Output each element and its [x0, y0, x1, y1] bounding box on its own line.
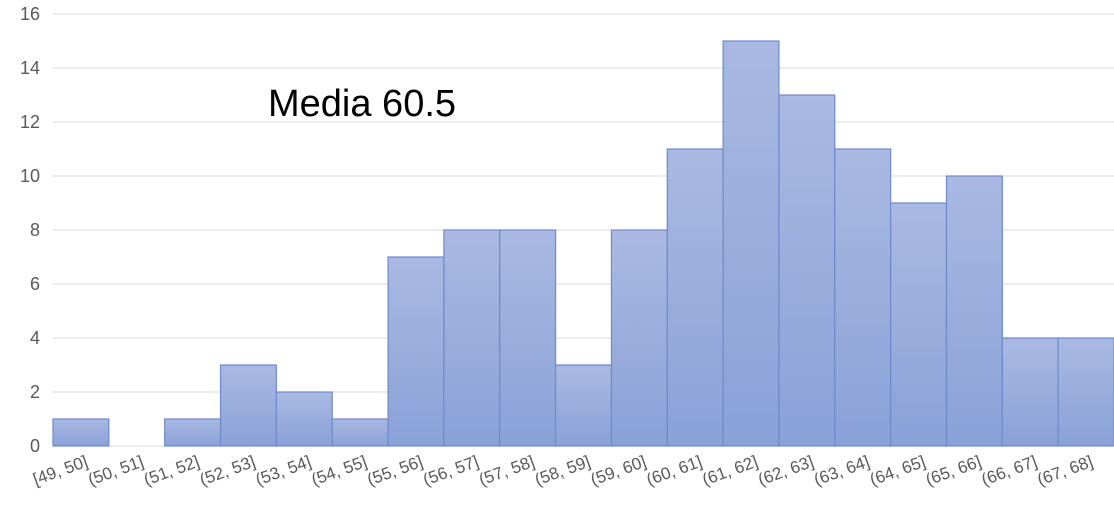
x-tick-label: (53, 54] [253, 452, 314, 490]
x-tick-label: (54, 55] [309, 452, 370, 490]
histogram-bar [890, 202, 948, 447]
y-tick-label: 8 [30, 220, 40, 240]
histogram-bar [275, 391, 333, 447]
x-tick-label: (67, 68] [1035, 452, 1096, 490]
y-tick-label: 0 [30, 436, 40, 456]
histogram-bar [443, 229, 501, 447]
x-tick-label: (55, 56] [365, 452, 426, 490]
y-tick-label: 4 [30, 328, 40, 348]
histogram-bar [554, 364, 613, 447]
histogram-bar [610, 229, 668, 447]
x-tick-label: (65, 66] [923, 452, 984, 490]
x-tick-label: (56, 57] [421, 452, 482, 490]
x-tick-label: (62, 63] [756, 452, 817, 490]
x-tick-label: (58, 59] [532, 452, 593, 490]
histogram-bar [219, 364, 277, 447]
mean-annotation: Media 60.5 [268, 83, 456, 125]
histogram-bar [778, 94, 836, 447]
histogram-bar [499, 229, 557, 447]
x-tick-label: (60, 61] [644, 452, 705, 490]
x-tick-label: (52, 53] [197, 452, 258, 490]
histogram-bar [387, 256, 445, 447]
y-tick-label: 14 [20, 58, 40, 78]
x-tick-label: (66, 67] [979, 452, 1040, 490]
y-tick-label: 16 [20, 4, 40, 24]
bars [52, 40, 1114, 447]
x-tick-label: (63, 64] [811, 452, 872, 490]
histogram-bar [666, 148, 724, 447]
x-tick-label: (50, 51] [85, 452, 146, 490]
y-tick-label: 6 [30, 274, 40, 294]
histogram-bar [164, 418, 222, 447]
x-tick-label: (51, 52] [141, 452, 202, 490]
histogram-bar [1001, 337, 1059, 447]
x-tick-label: (64, 65] [867, 452, 928, 490]
x-tick-label: [49, 50] [30, 452, 90, 489]
histogram-bar [331, 418, 389, 447]
y-tick-label: 2 [30, 382, 40, 402]
y-axis-ticks: 0 2 4 6 8 10 12 14 16 [20, 4, 40, 456]
x-tick-label: (59, 60] [588, 452, 649, 490]
histogram-bar [945, 175, 1003, 447]
histogram-bar [1057, 337, 1114, 447]
x-tick-label: (61, 62] [700, 452, 761, 490]
x-axis-ticks: [49, 50](50, 51](51, 52](52, 53](53, 54]… [30, 452, 1095, 490]
histogram-bar [722, 40, 780, 447]
histogram-bar [52, 418, 110, 447]
histogram-bar [834, 148, 892, 447]
y-tick-label: 12 [20, 112, 40, 132]
y-tick-label: 10 [20, 166, 40, 186]
x-tick-label: (57, 58] [476, 452, 537, 490]
